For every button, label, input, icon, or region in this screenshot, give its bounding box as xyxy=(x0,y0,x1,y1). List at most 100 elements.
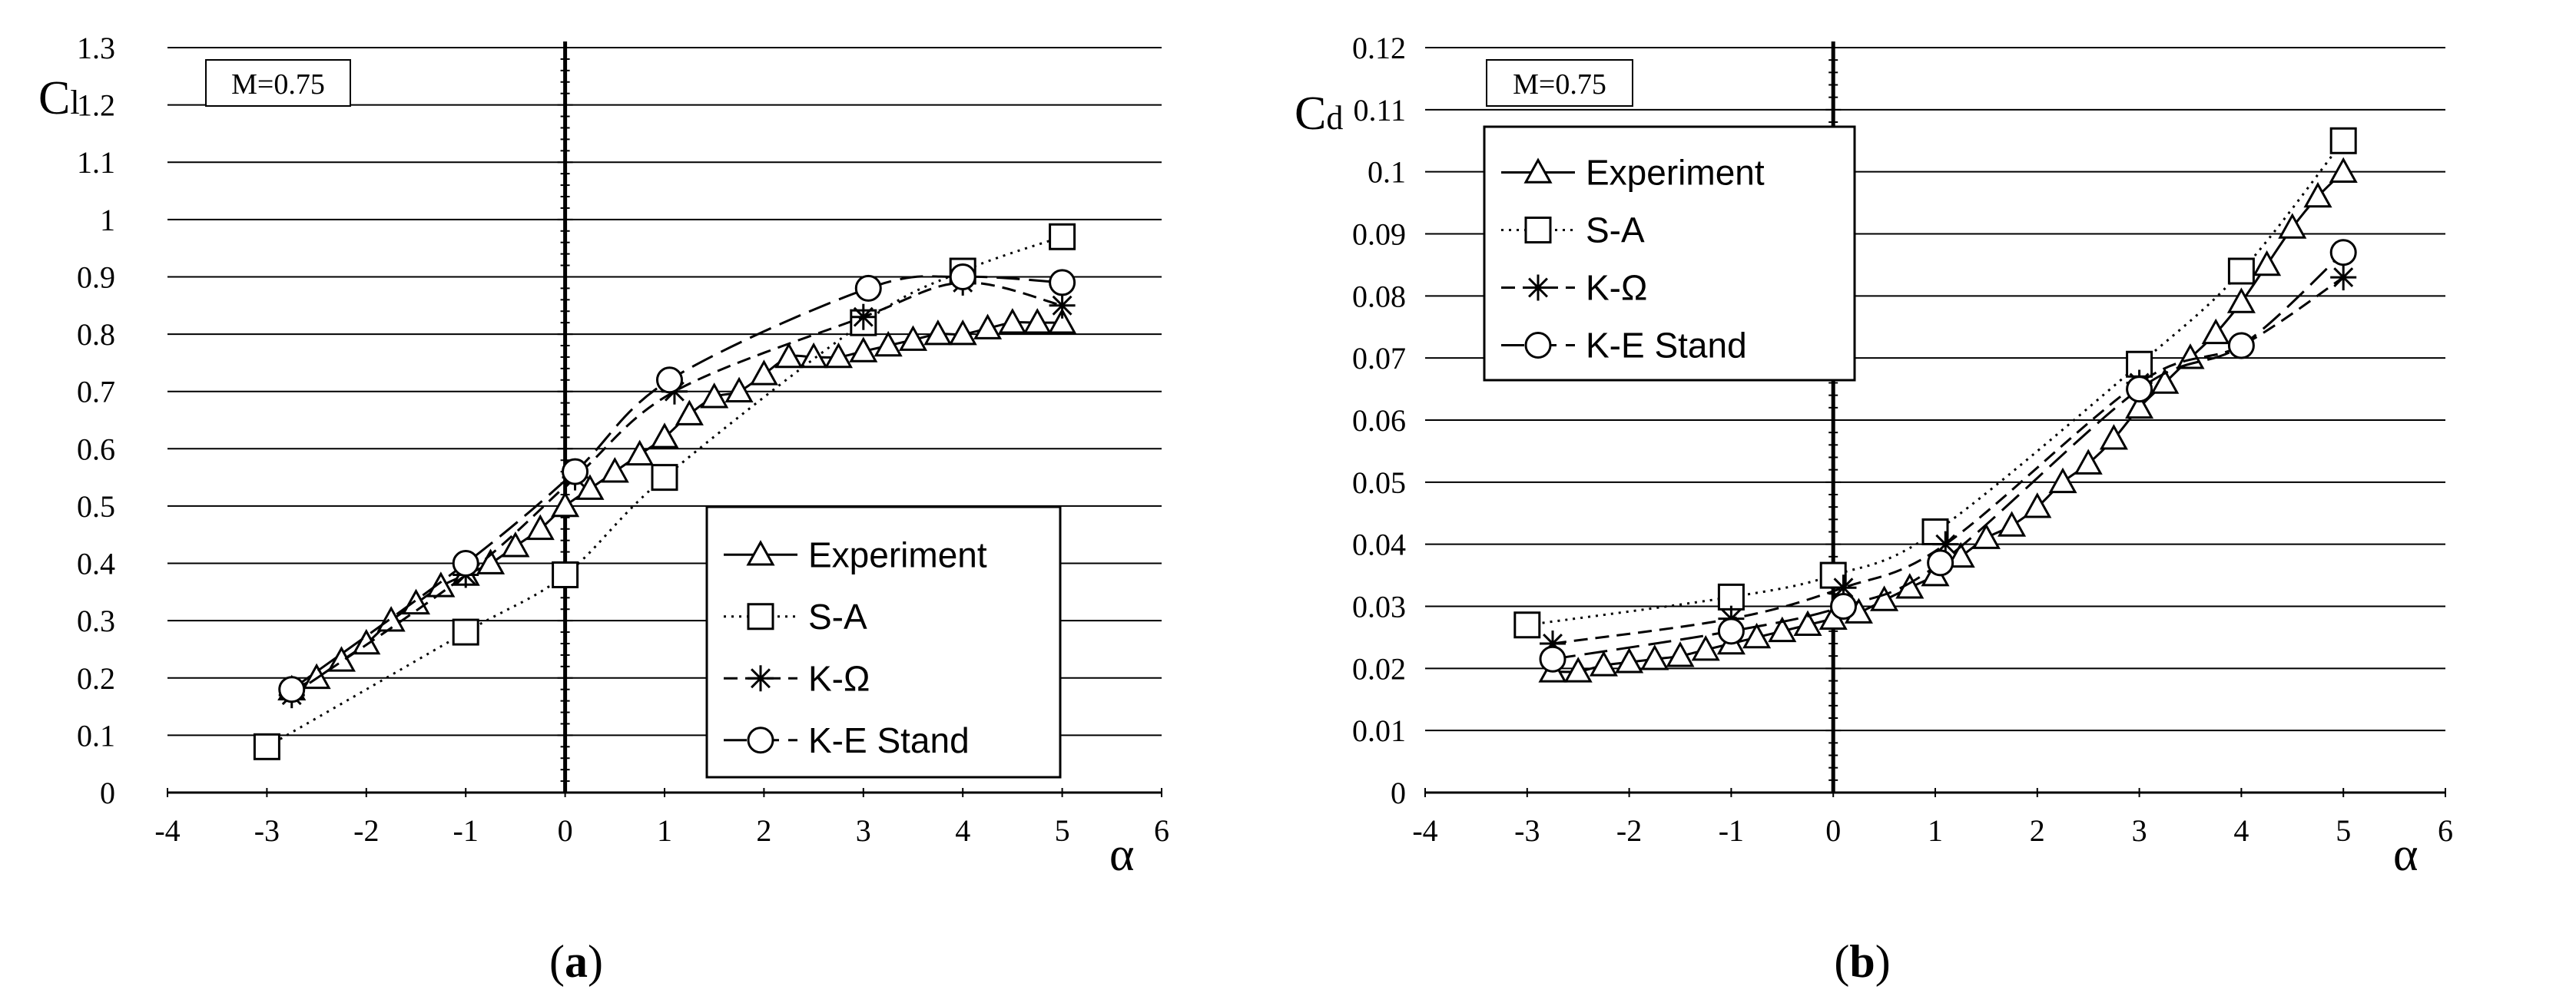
data-point xyxy=(562,458,589,485)
y-tick-label: 0.4 xyxy=(77,547,115,581)
data-point xyxy=(1563,657,1593,683)
data-point xyxy=(1717,617,1745,645)
data-point xyxy=(1927,549,1954,577)
data-point xyxy=(824,342,853,369)
data-point xyxy=(1049,269,1076,296)
series-Experiment xyxy=(277,308,1077,700)
x-tick-label: -1 xyxy=(453,813,479,848)
y-tick-label: 0.6 xyxy=(77,432,115,466)
data-point xyxy=(2226,287,2256,313)
legend-marker xyxy=(748,665,774,692)
data-point xyxy=(655,366,683,394)
y-tick-label: 0.09 xyxy=(1352,217,1406,252)
x-tick-label: 1 xyxy=(1928,813,1943,848)
y-tick-label: 0.06 xyxy=(1352,403,1406,438)
data-point xyxy=(2023,492,2052,518)
data-point xyxy=(1049,223,1076,250)
data-point xyxy=(1870,585,1899,611)
legend: Experiment S-A K-Ω K-E Stand xyxy=(1483,125,1856,382)
legend-label: Experiment xyxy=(808,535,987,574)
y-tick-label: 0.08 xyxy=(1352,279,1406,313)
data-point xyxy=(278,676,306,703)
x-tick-label: 5 xyxy=(2336,813,2351,848)
data-point xyxy=(2201,318,2230,345)
data-point xyxy=(2099,424,2128,450)
x-axis-label: α xyxy=(1109,829,1134,881)
legend-marker xyxy=(1524,217,1552,243)
data-point xyxy=(1946,541,1975,568)
data-point xyxy=(552,561,579,588)
data-point xyxy=(476,548,506,574)
legend-marker xyxy=(1523,157,1553,184)
y-tick-label: 0 xyxy=(100,776,115,810)
x-tick-label: 2 xyxy=(756,813,771,848)
legend-marker xyxy=(1525,274,1551,301)
data-point xyxy=(854,274,882,302)
legend-marker xyxy=(746,540,775,566)
series-line xyxy=(290,281,1063,697)
x-tick-label: 4 xyxy=(2233,813,2249,848)
data-point xyxy=(700,382,729,409)
data-point xyxy=(625,439,655,466)
x-tick-label: -3 xyxy=(1514,813,1540,848)
legend-label: S-A xyxy=(808,597,867,637)
data-point xyxy=(2329,127,2357,154)
chart-panel-a: 0 0.1 0.2 0.3 0.4 0.5 0.6 0.7 0.8 0.9 1 1.1 1.2 1.3 -4… xyxy=(38,31,1169,987)
y-tick-label: 0.04 xyxy=(1352,528,1406,562)
y-tick-label: 1 xyxy=(100,203,115,237)
data-point xyxy=(724,376,754,402)
x-tick-label: -4 xyxy=(154,813,180,848)
legend-marker xyxy=(747,603,774,631)
x-tick-label: 3 xyxy=(856,813,871,848)
data-point xyxy=(525,514,555,541)
x-tick-label: 5 xyxy=(1055,813,1070,848)
data-point xyxy=(1640,644,1669,670)
x-tick-label: 0 xyxy=(1825,813,1841,848)
data-point xyxy=(2150,368,2180,394)
x-tick-label: 0 xyxy=(558,813,573,848)
data-point xyxy=(2227,332,2255,359)
annotation-box xyxy=(1486,59,1633,107)
data-point xyxy=(1921,518,1949,545)
legend-label: K-Ω xyxy=(1586,268,1647,308)
y-tick-label: 0.01 xyxy=(1352,713,1406,748)
y-tick-label: 1.3 xyxy=(77,31,115,65)
data-point xyxy=(551,491,580,518)
data-point xyxy=(376,606,406,632)
legend-label: K-E Stand xyxy=(808,720,970,760)
data-point xyxy=(1615,647,1644,674)
legend-marker xyxy=(1524,332,1552,359)
x-tick-label: -1 xyxy=(1719,813,1744,848)
data-point xyxy=(1793,610,1822,637)
data-point xyxy=(651,464,678,492)
data-point xyxy=(850,303,877,330)
panel-caption: (a) xyxy=(549,936,603,987)
y-tick-label: 0.02 xyxy=(1352,651,1406,686)
x-tick-label: -4 xyxy=(1412,813,1437,848)
legend-label: Experiment xyxy=(1586,153,1765,193)
data-point xyxy=(1589,650,1618,677)
data-point xyxy=(1691,634,1720,661)
data-point xyxy=(2278,213,2307,239)
data-point xyxy=(2048,467,2077,494)
data-point xyxy=(675,399,704,425)
data-point xyxy=(352,628,381,655)
data-point xyxy=(1666,641,1695,667)
data-point xyxy=(1023,308,1052,334)
x-axis-label: α xyxy=(2393,829,2418,881)
x-tick-label: -2 xyxy=(353,813,379,848)
series-K-E Stand xyxy=(278,263,1076,703)
legend-label: S-A xyxy=(1586,210,1645,250)
legend-label: K-E Stand xyxy=(1586,326,1747,366)
x-tick-label: 4 xyxy=(955,813,970,848)
data-point xyxy=(600,457,629,483)
data-point xyxy=(949,263,976,290)
data-point xyxy=(749,359,778,386)
y-tick-label: 0.07 xyxy=(1352,341,1406,376)
chart-panel-b: 0 0.01 0.02 0.03 0.04 0.05 0.06 0.07 0.08 0.09 0.1… xyxy=(1295,31,2453,987)
data-point xyxy=(998,308,1027,334)
x-tick-label: 6 xyxy=(1154,813,1169,848)
data-point xyxy=(923,319,953,346)
y-tick-label: 0.11 xyxy=(1353,93,1406,127)
